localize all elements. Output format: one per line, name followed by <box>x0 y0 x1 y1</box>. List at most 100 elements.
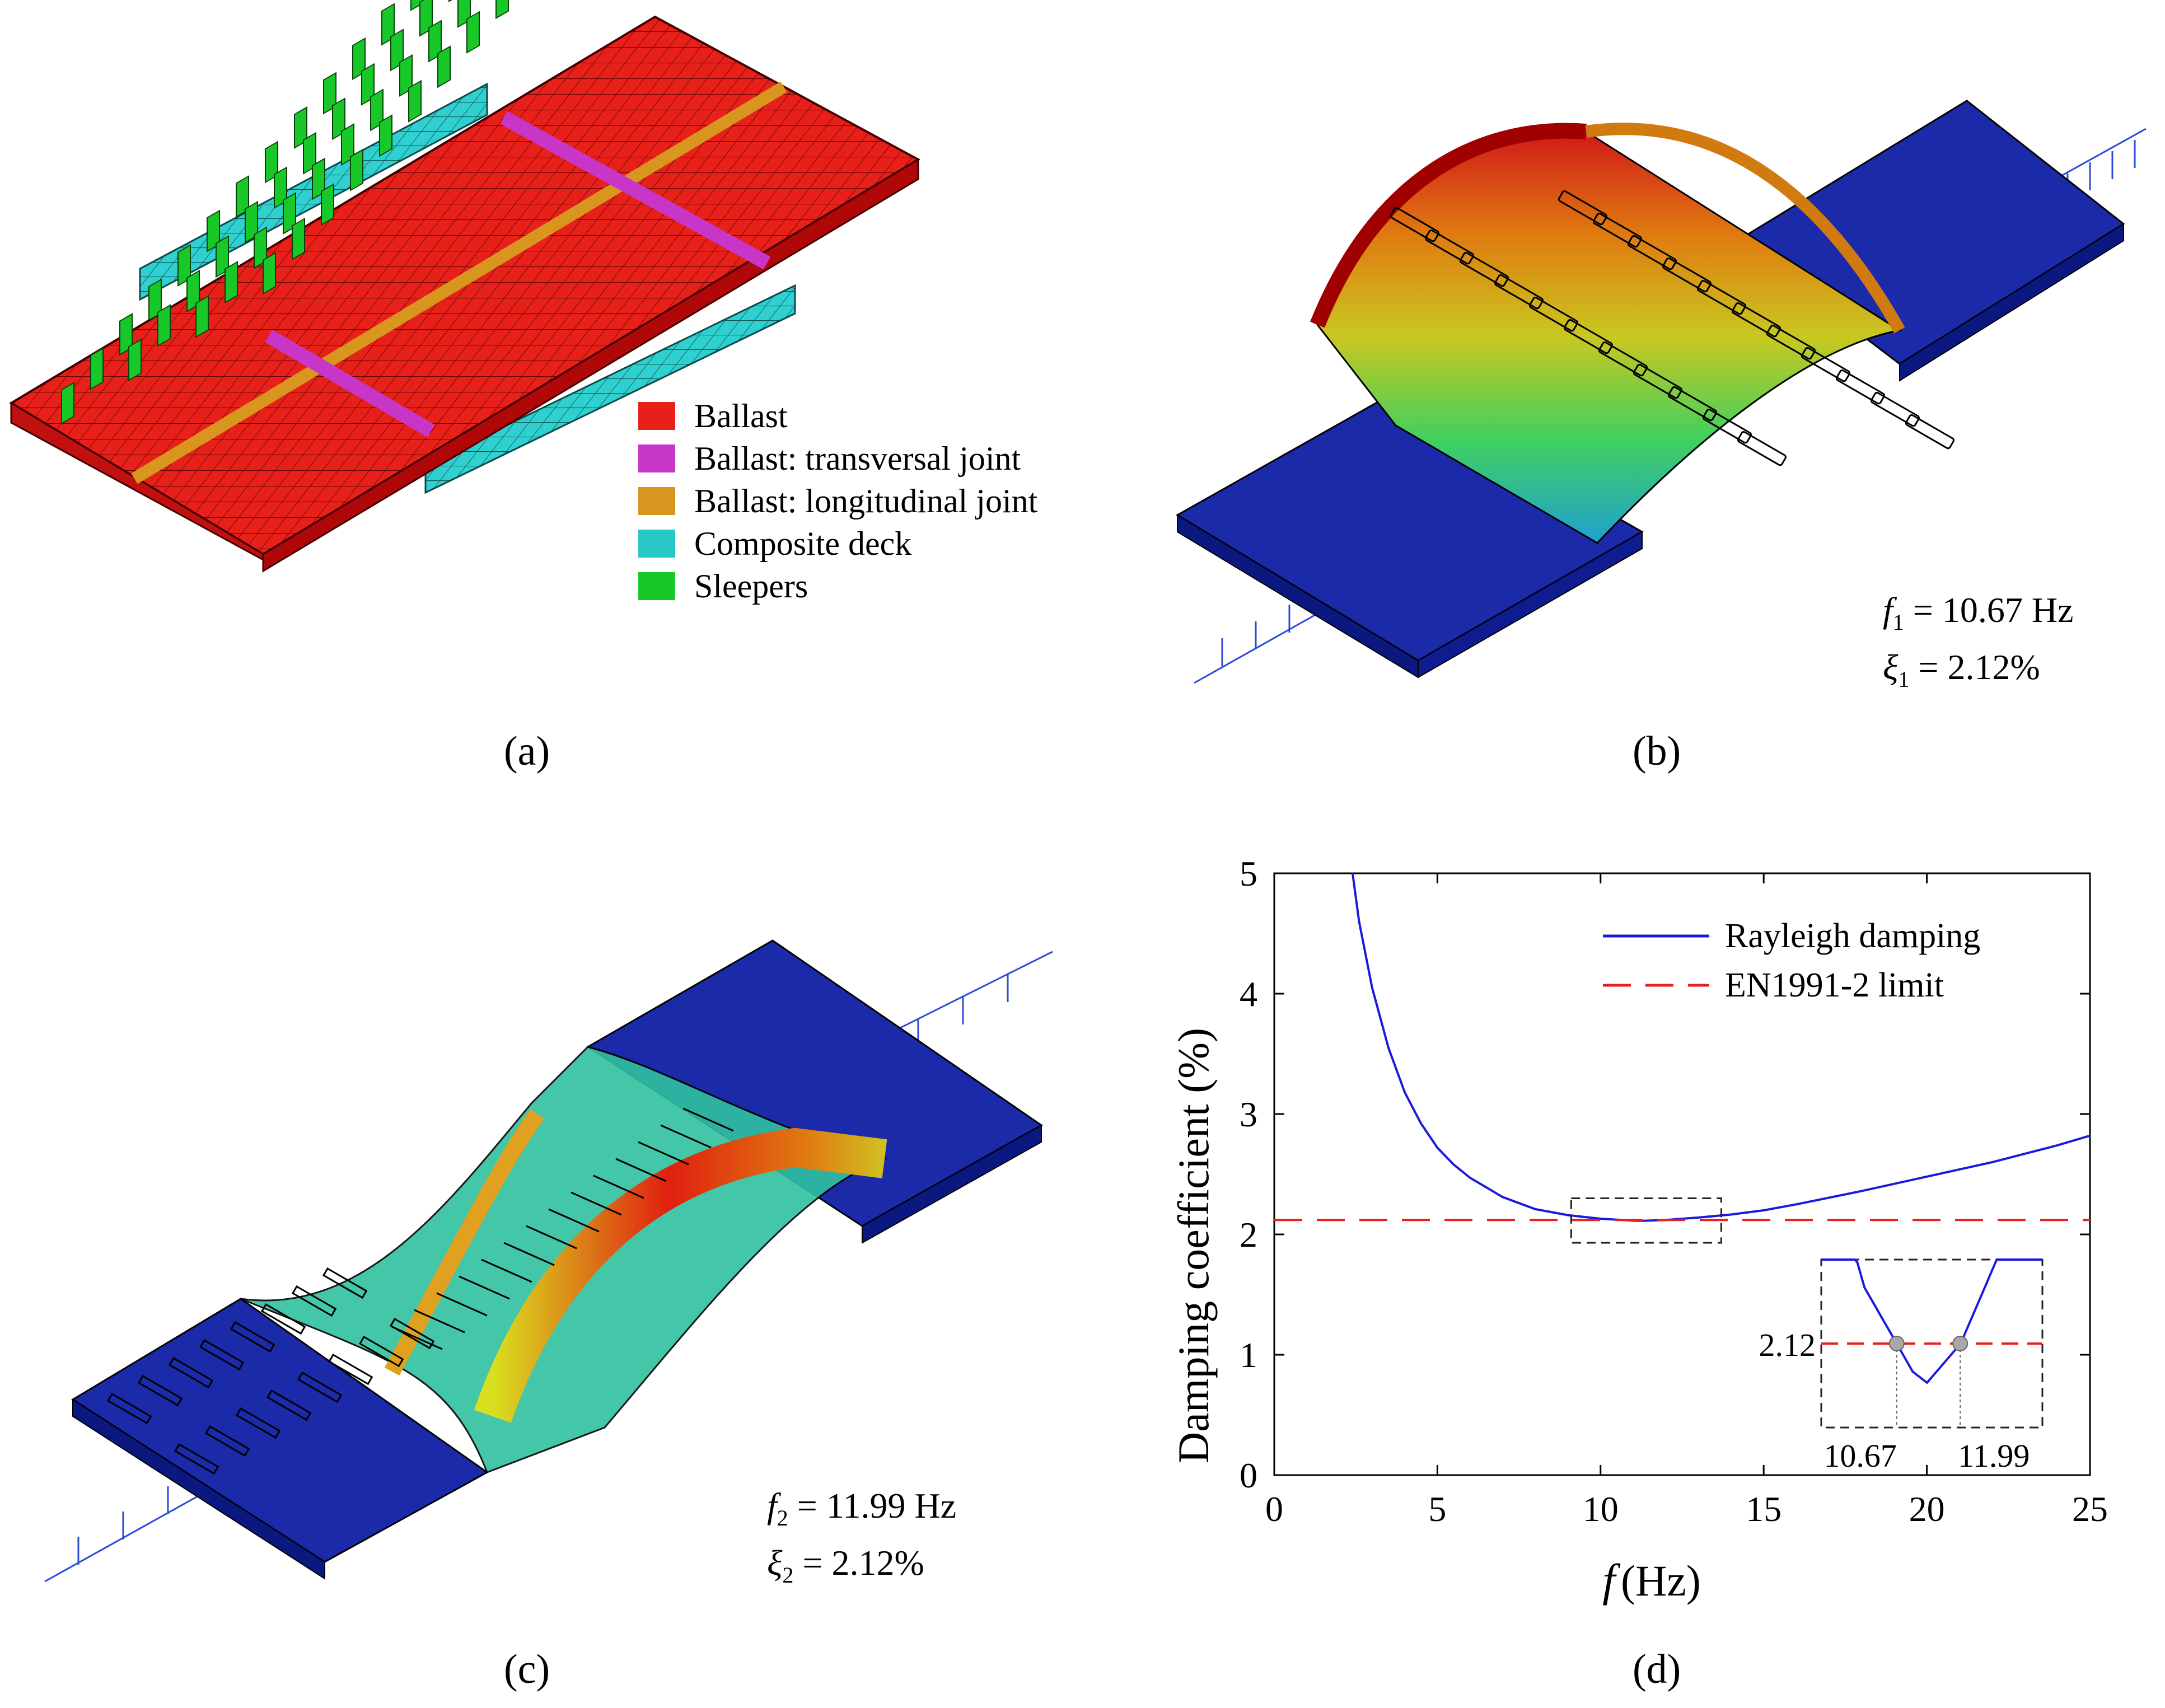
sleeper <box>297 1371 343 1403</box>
freq-symbol: f <box>767 1486 777 1525</box>
legend-label-rayleigh: Rayleigh damping <box>1725 917 1980 955</box>
sleepers-group <box>61 0 509 425</box>
sleeper <box>660 1124 712 1149</box>
x-tick-label: 15 <box>1746 1489 1781 1529</box>
twisted-crest-red <box>474 1127 887 1423</box>
damp-symbol: ξ <box>767 1542 783 1583</box>
caption-b: (b) <box>1633 728 1681 775</box>
fe-model-mesh <box>9 0 921 573</box>
sleeper <box>157 304 171 347</box>
legend-swatch <box>638 402 675 430</box>
damping-value: = 2.12% <box>1918 647 2040 687</box>
sleeper <box>1737 430 1787 466</box>
sleeper <box>61 382 74 425</box>
damping-line: ξ1 = 2.12% <box>1883 645 2074 702</box>
legend-item-longitudinal-joint: Ballast: longitudinal joint <box>638 482 1038 520</box>
sleeper <box>466 11 480 54</box>
sleeper <box>1459 251 1509 287</box>
sleeper <box>137 1374 183 1407</box>
sleeper <box>1627 235 1677 270</box>
sleeper <box>106 1392 152 1425</box>
sleeper <box>1424 229 1474 265</box>
sleeper <box>245 200 258 244</box>
sleeper <box>408 79 422 123</box>
bulge-crest <box>1310 123 1587 328</box>
legend-swatch <box>638 487 675 515</box>
x-axis-label-unit: (Hz) <box>1621 1556 1701 1605</box>
slab-left-front <box>1418 531 1643 678</box>
sleeper <box>119 313 133 356</box>
caption-d-text: (d) <box>1633 1646 1681 1692</box>
bulge-edge-right <box>1585 123 1905 334</box>
legend-item-composite-deck: Composite deck <box>638 525 911 562</box>
legend-label: Sleepers <box>694 567 808 605</box>
sleeper <box>495 0 509 20</box>
freq-subscript: 2 <box>777 1505 788 1531</box>
x-tick-label: 0 <box>1265 1489 1283 1529</box>
sleeper <box>216 235 229 278</box>
chart-legend: Rayleigh damping EN1991-2 limit <box>1603 917 1980 1004</box>
legend-label-en1991: EN1991-2 limit <box>1725 966 1944 1004</box>
sleeper <box>1667 386 1717 422</box>
x-axis-label-symbol: f <box>1602 1555 1621 1606</box>
slab-c-left-side <box>72 1398 325 1580</box>
sleeper <box>260 1303 306 1335</box>
caption-b-text: (b) <box>1633 728 1681 774</box>
legend-label: Ballast <box>694 397 788 434</box>
sleeper <box>323 72 336 115</box>
frequency-line: f2 = 11.99 Hz <box>767 1484 956 1541</box>
sleeper <box>1870 391 1920 427</box>
slab-c-right-side <box>862 1124 1042 1244</box>
legend-item-sleepers: Sleepers <box>638 567 808 605</box>
damping-value: = 2.12% <box>802 1542 924 1583</box>
legend-item-ballast: Ballast <box>638 397 788 434</box>
mode-shape-1 <box>1176 100 2147 684</box>
sleeper <box>389 1317 435 1350</box>
x-tick-label: 20 <box>1909 1489 1945 1529</box>
sleeper <box>503 1242 555 1266</box>
x-tick-label: 25 <box>2072 1489 2108 1529</box>
damping-line: ξ2 = 2.12% <box>767 1541 956 1598</box>
sleeper <box>1702 408 1752 444</box>
sleeper <box>526 1225 577 1250</box>
sleeper <box>168 1356 214 1389</box>
sleeper <box>1558 190 1607 226</box>
frequency-value: = 10.67 Hz <box>1913 590 2074 630</box>
sleeper <box>1801 347 1850 382</box>
sleeper <box>638 1141 689 1166</box>
legend-swatch <box>638 530 675 558</box>
sleeper <box>1835 369 1885 405</box>
chart-inset: 2.12 10.67 11.99 <box>1759 1258 2044 1474</box>
sleeper <box>177 244 191 287</box>
sleeper <box>235 1407 281 1439</box>
sleeper <box>1528 296 1578 332</box>
sleeper <box>274 166 287 209</box>
sleeper <box>350 148 363 191</box>
sleeper <box>399 54 413 97</box>
slab-right-side <box>1899 223 2124 382</box>
sleeper <box>1494 274 1544 310</box>
transversal-joint-2 <box>500 111 771 270</box>
inset-curve <box>1821 1258 2042 1384</box>
sleeper <box>1390 207 1439 242</box>
sleeper <box>225 261 238 303</box>
caption-d: (d) <box>1633 1646 1681 1693</box>
caption-a: (a) <box>504 728 550 775</box>
sleeper <box>390 29 404 72</box>
panel-b: f1 = 10.67 Hz ξ1 = 2.12% (b) <box>1082 0 2165 812</box>
chart-ticks: 0 5 10 15 20 25 0 1 2 3 4 5 <box>1240 854 2108 1529</box>
panel-a: Ballast Ballast: transversal joint Balla… <box>0 0 1082 812</box>
sleeper <box>230 1321 275 1353</box>
sleeper <box>615 1158 667 1182</box>
inset-intersection-point <box>1888 1336 1905 1351</box>
sleeper <box>481 1258 532 1283</box>
sleeper <box>254 226 267 269</box>
sleeper <box>321 183 334 226</box>
legend-label: Ballast: transversal joint <box>694 439 1021 477</box>
sleeper <box>381 3 395 46</box>
legend-swatch <box>638 572 675 600</box>
legend-label: Ballast: longitudinal joint <box>694 482 1038 520</box>
sleeper <box>593 1174 644 1199</box>
sleeper <box>332 97 345 141</box>
caption-c-text: (c) <box>504 1646 550 1692</box>
